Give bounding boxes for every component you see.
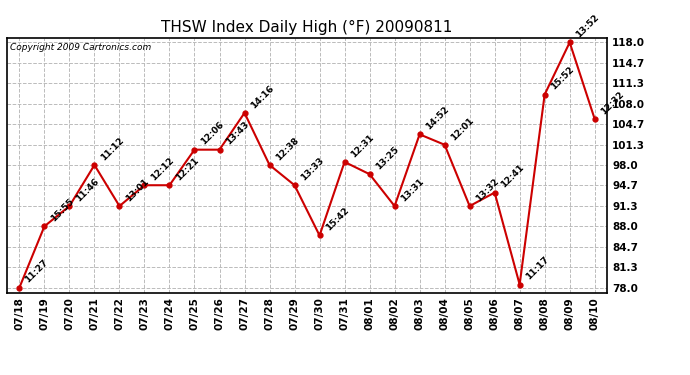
- Text: Copyright 2009 Cartronics.com: Copyright 2009 Cartronics.com: [10, 43, 151, 52]
- Text: 12:01: 12:01: [448, 116, 475, 142]
- Text: 13:25: 13:25: [374, 145, 400, 171]
- Text: 11:46: 11:46: [74, 177, 100, 203]
- Text: 13:43: 13:43: [224, 120, 250, 147]
- Text: 13:52: 13:52: [574, 13, 600, 40]
- Title: THSW Index Daily High (°F) 20090811: THSW Index Daily High (°F) 20090811: [161, 20, 453, 35]
- Text: 13:33: 13:33: [299, 156, 325, 183]
- Text: 13:31: 13:31: [399, 177, 425, 203]
- Text: 12:12: 12:12: [148, 156, 175, 183]
- Text: 12:21: 12:21: [174, 156, 200, 183]
- Text: 11:12: 11:12: [99, 136, 125, 162]
- Text: 12:38: 12:38: [274, 136, 300, 162]
- Text: 12:32: 12:32: [599, 90, 625, 116]
- Text: 15:52: 15:52: [549, 65, 575, 92]
- Text: 11:27: 11:27: [23, 258, 50, 285]
- Text: 13:32: 13:32: [474, 177, 500, 203]
- Text: 11:17: 11:17: [524, 255, 551, 282]
- Text: 12:06: 12:06: [199, 120, 225, 147]
- Text: 12:41: 12:41: [499, 163, 526, 190]
- Text: 12:31: 12:31: [348, 132, 375, 159]
- Text: 15:42: 15:42: [324, 206, 351, 233]
- Text: 15:55: 15:55: [48, 197, 75, 223]
- Text: 13:01: 13:01: [124, 177, 150, 203]
- Text: 14:16: 14:16: [248, 83, 275, 110]
- Text: 14:52: 14:52: [424, 105, 451, 132]
